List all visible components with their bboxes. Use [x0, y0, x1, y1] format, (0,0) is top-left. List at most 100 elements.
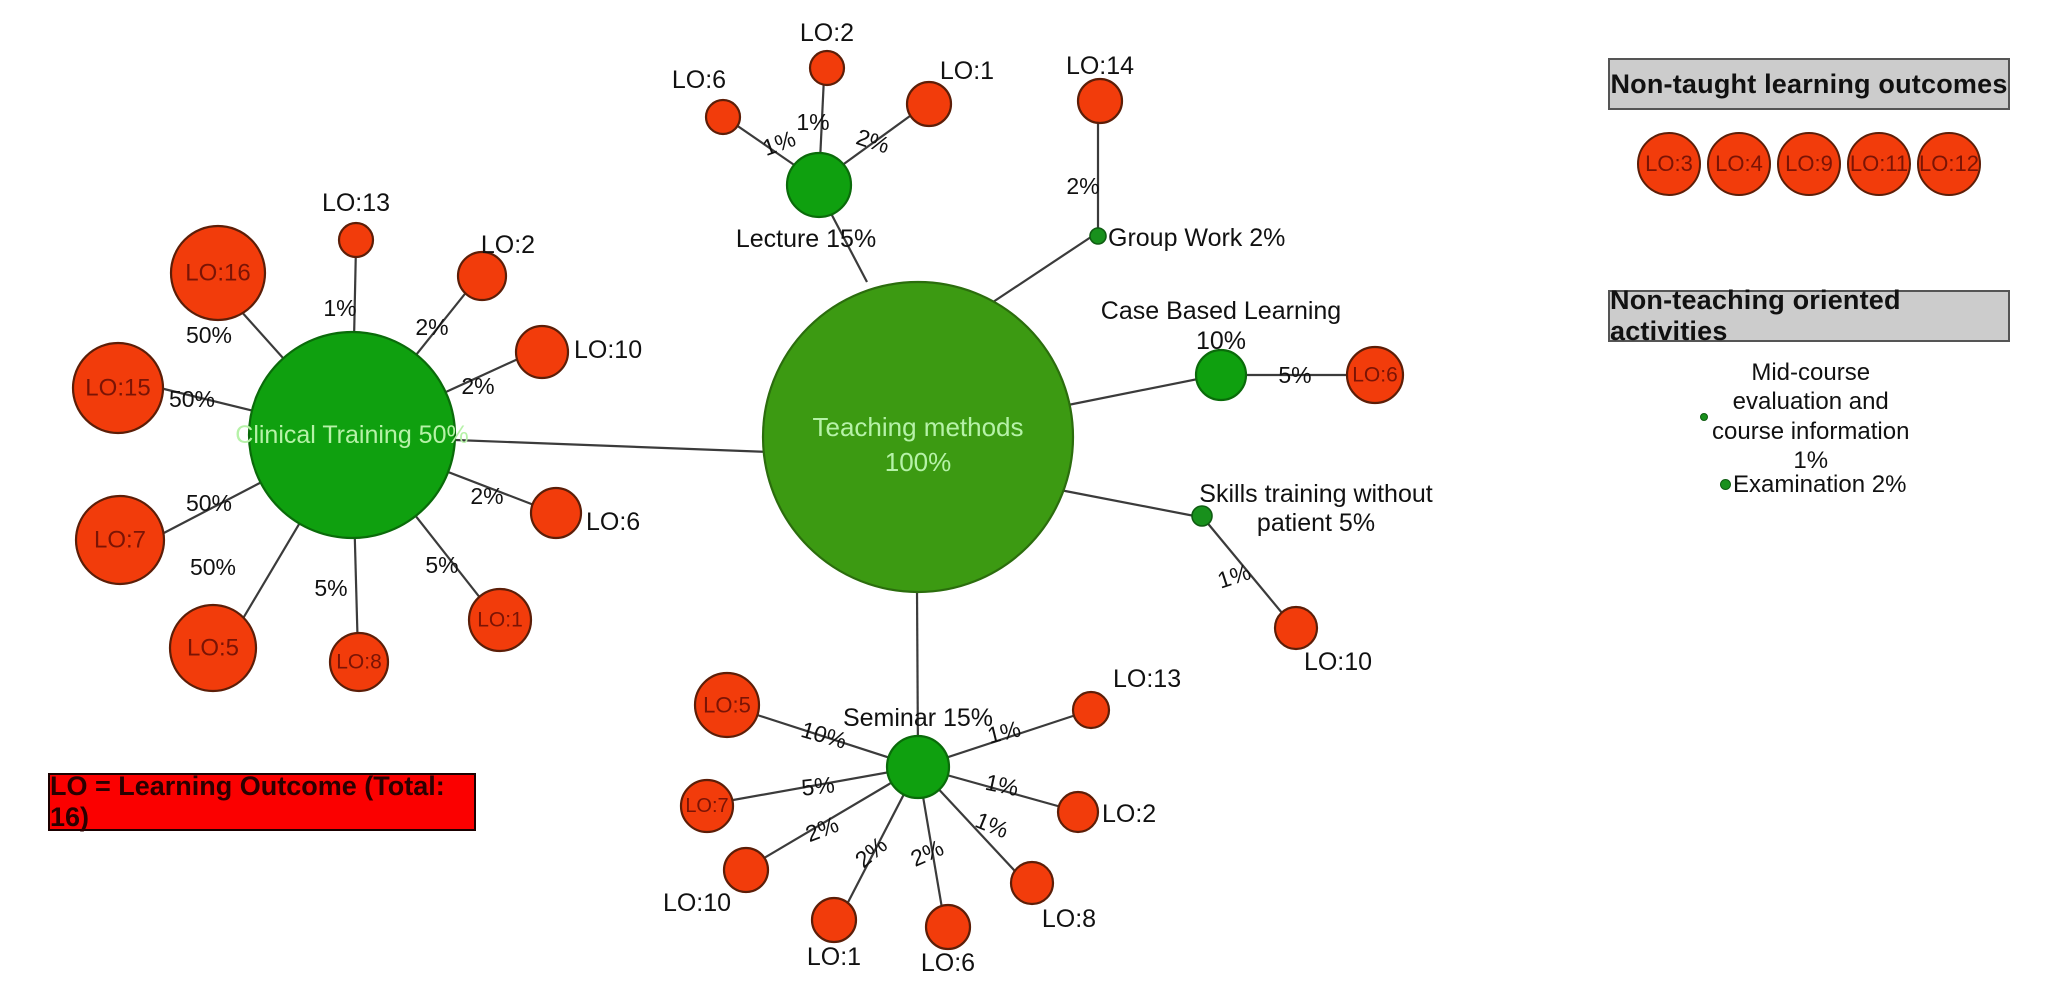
lo-circle[interactable] [704, 98, 742, 136]
lo-inner-label: LO:16 [185, 260, 250, 287]
lo-circle[interactable] [169, 224, 267, 322]
lo-node-clinical-lo16[interactable]: LO:16 [169, 224, 267, 322]
lo-node-seminar-lo10[interactable]: LO:10 [663, 846, 770, 917]
lo-circle[interactable] [328, 631, 390, 693]
lo-circle[interactable] [168, 603, 258, 693]
edge-label-clinical-lo15: 50% [169, 386, 215, 412]
lo-circle[interactable] [1273, 605, 1319, 651]
lo-node-seminar-lo5[interactable]: LO:5 [693, 671, 761, 739]
lo-circle[interactable] [1345, 345, 1405, 405]
method-circle[interactable] [247, 330, 457, 540]
lo-node-seminar-lo2[interactable]: LO:2 [1056, 790, 1156, 834]
lo-circle[interactable] [1056, 790, 1100, 834]
lo-outer-label: LO:1 [940, 57, 994, 85]
outcome-node-layer: LO:16 LO:15 LO:7 LO:5 LO:8 LO:1 [71, 19, 1405, 977]
method-label-line1: Skills training without [1199, 480, 1432, 508]
lo-node-seminar-lo13[interactable]: LO:13 [1071, 665, 1181, 730]
method-circle[interactable] [885, 734, 951, 800]
lo-node-lecture-lo1[interactable]: LO:1 [905, 57, 994, 128]
root-label-line1: Teaching methods [812, 412, 1023, 442]
method-circle[interactable] [785, 151, 853, 219]
lo-node-clinical-lo10[interactable]: LO:10 [514, 324, 642, 380]
lo-inner-label: LO:8 [336, 651, 382, 674]
legend-item-examination[interactable]: Examination 2% [1720, 470, 1906, 499]
lo-node-seminar-lo1[interactable]: LO:1 [807, 896, 861, 971]
lo-inner-label: LO:15 [85, 375, 150, 402]
legend-lo-circle[interactable]: LO:4 [1707, 132, 1771, 196]
lo-circle[interactable] [693, 671, 761, 739]
method-node-seminar[interactable]: Seminar 15% [843, 704, 993, 800]
method-node-group-work[interactable]: Group Work 2% [1089, 224, 1285, 252]
lo-node-clinical-lo2[interactable]: LO:2 [456, 231, 535, 302]
lo-circle[interactable] [71, 341, 165, 435]
legend-lo-circle[interactable]: LO:12 [1917, 132, 1981, 196]
lo-node-clinical-lo6[interactable]: LO:6 [529, 486, 640, 540]
method-label: Clinical Training 50% [235, 421, 468, 449]
method-node-clinical-training[interactable]: Clinical Training 50% [235, 330, 469, 540]
lo-circle[interactable] [456, 250, 508, 302]
legend-lo-circle[interactable]: LO:11 [1847, 132, 1911, 196]
lo-node-seminar-lo7[interactable]: LO:7 [679, 778, 735, 834]
lo-node-clinical-lo8[interactable]: LO:8 [328, 631, 390, 693]
lo-inner-label: LO:6 [1352, 364, 1398, 387]
root-circle[interactable] [761, 280, 1075, 594]
legend-lo-circle[interactable]: LO:3 [1637, 132, 1701, 196]
lo-node-lecture-lo6[interactable]: LO:6 [672, 66, 742, 136]
lo-circle[interactable] [905, 80, 953, 128]
lo-circle[interactable] [1071, 690, 1111, 730]
legend-lo-circle[interactable]: LO:9 [1777, 132, 1841, 196]
lo-inner-label: LO:1 [477, 609, 523, 632]
edge-label-lecture-lo6: 1% [759, 125, 799, 161]
edge-label-clinical-lo8: 5% [314, 575, 347, 601]
lo-circle[interactable] [808, 49, 846, 87]
edge-seminar-lo7 [721, 765, 919, 804]
lo-node-cbl-lo6[interactable]: LO:6 [1345, 345, 1405, 405]
edge-label-clinical-lo10: 2% [461, 373, 494, 399]
lo-node-clinical-lo7[interactable]: LO:7 [74, 494, 166, 586]
lo-node-seminar-lo6[interactable]: LO:6 [921, 903, 975, 977]
lo-node-seminar-lo8[interactable]: LO:8 [1009, 860, 1096, 933]
method-circle[interactable] [1194, 348, 1248, 402]
lo-node-clinical-lo1[interactable]: LO:1 [467, 587, 533, 653]
method-node-lecture[interactable]: Lecture 15% [736, 151, 876, 253]
lo-node-groupwork-lo14[interactable]: LO:14 [1066, 52, 1134, 125]
edge-label-cbl-lo6: 5% [1278, 362, 1311, 388]
lo-circle[interactable] [74, 494, 166, 586]
lo-circle[interactable] [810, 896, 858, 944]
edge-label-groupwork-lo14: 2% [1066, 173, 1099, 199]
edge-label-seminar-lo8: 1% [972, 807, 1013, 844]
lo-circle[interactable] [722, 846, 770, 894]
lo-circle[interactable] [337, 221, 375, 259]
edge-label-lecture-lo2: 1% [796, 109, 829, 135]
lo-node-lecture-lo2[interactable]: LO:2 [800, 19, 854, 87]
method-node-case-based-learning[interactable]: Case Based Learning 10% [1101, 297, 1341, 402]
edge-label-clinical-lo16: 50% [186, 322, 232, 348]
lo-circle[interactable] [1076, 77, 1124, 125]
method-label-line2: patient 5% [1257, 509, 1375, 537]
green-dot-icon [1720, 479, 1731, 491]
legend-item-mid-course-evaluation[interactable]: Mid-course evaluation and course informa… [1700, 358, 1909, 475]
method-node-skills-training[interactable]: Skills training without patient 5% [1191, 480, 1433, 537]
lo-node-clinical-lo13[interactable]: LO:13 [322, 189, 390, 259]
lo-outer-label: LO:6 [672, 66, 726, 94]
edge-label-clinical-lo5: 50% [190, 554, 236, 580]
lo-circle[interactable] [514, 324, 570, 380]
method-circle[interactable] [1089, 227, 1107, 245]
lo-circle[interactable] [529, 486, 583, 540]
edge-label-clinical-lo6: 2% [470, 483, 503, 509]
lo-outer-label: LO:8 [1042, 905, 1096, 933]
lo-circle[interactable] [1009, 860, 1055, 906]
method-node-teaching-methods[interactable]: Teaching methods 100% [761, 280, 1075, 594]
method-circle[interactable] [1191, 505, 1213, 527]
edge-label-clinical-lo13: 1% [323, 295, 356, 321]
lo-node-clinical-lo5[interactable]: LO:5 [168, 603, 258, 693]
lo-node-skills-lo10[interactable]: LO:10 [1273, 605, 1372, 676]
non-teaching-legend-items: Mid-course evaluation and course informa… [1608, 358, 2010, 498]
lo-node-clinical-lo15[interactable]: LO:15 [71, 341, 165, 435]
lo-circle[interactable] [924, 903, 972, 951]
lo-circle[interactable] [679, 778, 735, 834]
lo-circle[interactable] [467, 587, 533, 653]
edge-label-skills-lo10: 1% [1214, 558, 1254, 593]
lo-outer-label: LO:10 [663, 889, 731, 917]
edge-label-seminar-lo6: 2% [907, 834, 948, 871]
